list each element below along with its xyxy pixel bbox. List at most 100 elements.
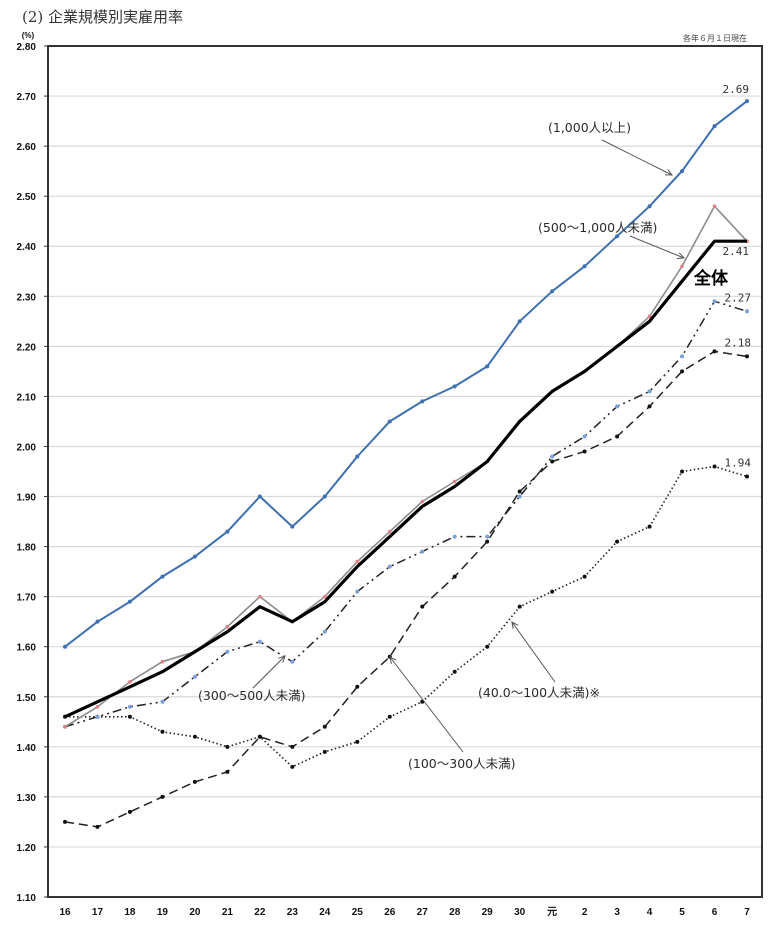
date-note: 各年６月１日現在	[683, 34, 747, 43]
arrow-head-icon	[278, 655, 286, 663]
series-label-s500: (500～1,000人未満)	[538, 220, 657, 235]
x-tick-label: 16	[59, 907, 71, 918]
y-tick-label: 1.80	[17, 543, 37, 554]
y-tick-label: 1.60	[17, 643, 37, 654]
y-tick-label: 1.10	[17, 893, 37, 904]
data-point-s1000	[485, 364, 490, 369]
y-tick-label: 2.00	[17, 442, 37, 453]
leader-line	[252, 655, 286, 689]
data-point-s100	[225, 769, 230, 774]
data-point-s1000	[680, 169, 685, 174]
series-label-s1000: (1,000人以上)	[548, 120, 631, 135]
leader-line	[511, 621, 556, 683]
data-point-s40	[517, 604, 522, 609]
data-point-s100	[420, 604, 425, 609]
data-point-s300	[192, 674, 197, 679]
data-point-s300	[257, 639, 262, 644]
data-point-s1000	[160, 574, 165, 579]
data-point-s500	[647, 314, 652, 319]
data-point-s100	[582, 449, 587, 454]
data-point-s500	[160, 659, 165, 664]
data-point-s40	[582, 574, 587, 579]
data-point-s100	[257, 734, 262, 739]
y-axis: 1.10 1.20 1.30 1.40 1.50 1.60 1.70 1.80 1.90 2.00…	[17, 31, 48, 904]
data-point-s1000	[745, 99, 749, 104]
data-point-s100	[127, 809, 132, 814]
data-point-s40	[225, 744, 230, 749]
data-point-s40	[290, 764, 295, 769]
series-label-s300: (300～500人未満)	[198, 688, 305, 703]
x-tick-label: 27	[417, 907, 429, 918]
data-point-s300	[550, 454, 555, 459]
data-point-s500	[387, 529, 392, 534]
x-tick-label: 22	[254, 907, 266, 918]
data-point-s300	[322, 629, 327, 634]
data-point-s100	[550, 459, 555, 464]
data-point-s1000	[647, 204, 652, 209]
data-point-s300	[745, 309, 749, 314]
y-tick-label: 2.60	[17, 142, 37, 153]
data-point-s100	[745, 354, 749, 359]
data-point-s1000	[127, 599, 132, 604]
x-tick-label: 20	[189, 907, 201, 918]
y-tick-label: 2.80	[17, 42, 37, 53]
data-point-s500	[95, 704, 100, 709]
data-point-s1000	[322, 494, 327, 499]
data-point-s100	[712, 349, 717, 354]
arrow-head-icon	[676, 252, 686, 259]
data-point-s300	[680, 354, 685, 359]
x-tick-label: 18	[124, 907, 136, 918]
y-unit-label: (%)	[22, 31, 35, 40]
x-tick-label: 2	[582, 907, 588, 918]
data-point-s300	[712, 299, 717, 304]
series-labels: 2.69 2.41 2.27 2.18 1.94 (1,000人以上) (500～1,000…	[198, 83, 751, 771]
data-point-s40	[452, 669, 457, 674]
data-point-s1000	[615, 234, 620, 239]
leader-line	[389, 656, 464, 753]
data-point-s500	[128, 679, 132, 684]
data-point-s500	[355, 559, 360, 564]
gridlines	[47, 45, 763, 898]
end-value-label: 2.69	[723, 83, 750, 96]
data-point-s1000	[387, 419, 392, 424]
series-lines	[63, 99, 749, 829]
data-point-s100	[452, 574, 457, 579]
data-point-s100	[290, 744, 295, 749]
leader-line	[601, 139, 673, 176]
data-point-s300	[647, 389, 652, 394]
arrow-head-icon	[664, 169, 674, 176]
x-tick-label: 5	[679, 907, 685, 918]
data-point-s300	[485, 534, 490, 539]
data-point-s300	[517, 494, 522, 499]
x-tick-label: 19	[157, 907, 169, 918]
data-point-s100	[355, 684, 360, 689]
data-point-s300	[582, 434, 587, 439]
series-line-s1000	[64, 100, 748, 648]
y-tick-label: 1.70	[17, 593, 37, 604]
data-point-s500	[63, 725, 67, 729]
data-point-s40	[550, 589, 555, 594]
data-point-s1000	[517, 319, 522, 324]
end-value-label: 2.18	[725, 336, 752, 349]
y-tick-label: 2.70	[17, 92, 37, 103]
x-tick-label: 6	[712, 907, 718, 918]
y-tick-label: 2.20	[17, 342, 37, 353]
data-point-s40	[680, 469, 685, 474]
data-point-s300	[160, 699, 165, 704]
data-point-s1000	[355, 454, 360, 459]
data-point-s1000	[452, 384, 457, 389]
data-point-s500	[225, 624, 230, 629]
data-point-s300	[95, 714, 100, 719]
data-point-s40	[712, 464, 717, 469]
data-point-s500	[712, 204, 717, 208]
data-point-s40	[387, 714, 392, 719]
data-point-s300	[615, 404, 620, 409]
chart-title: (2) 企業規模別実雇用率	[22, 8, 184, 26]
data-point-s300	[127, 704, 132, 709]
data-point-s100	[647, 404, 652, 409]
data-point-s100	[517, 489, 522, 494]
x-tick-label: 23	[287, 907, 299, 918]
data-point-s40	[485, 644, 490, 649]
data-point-s300	[387, 564, 392, 569]
